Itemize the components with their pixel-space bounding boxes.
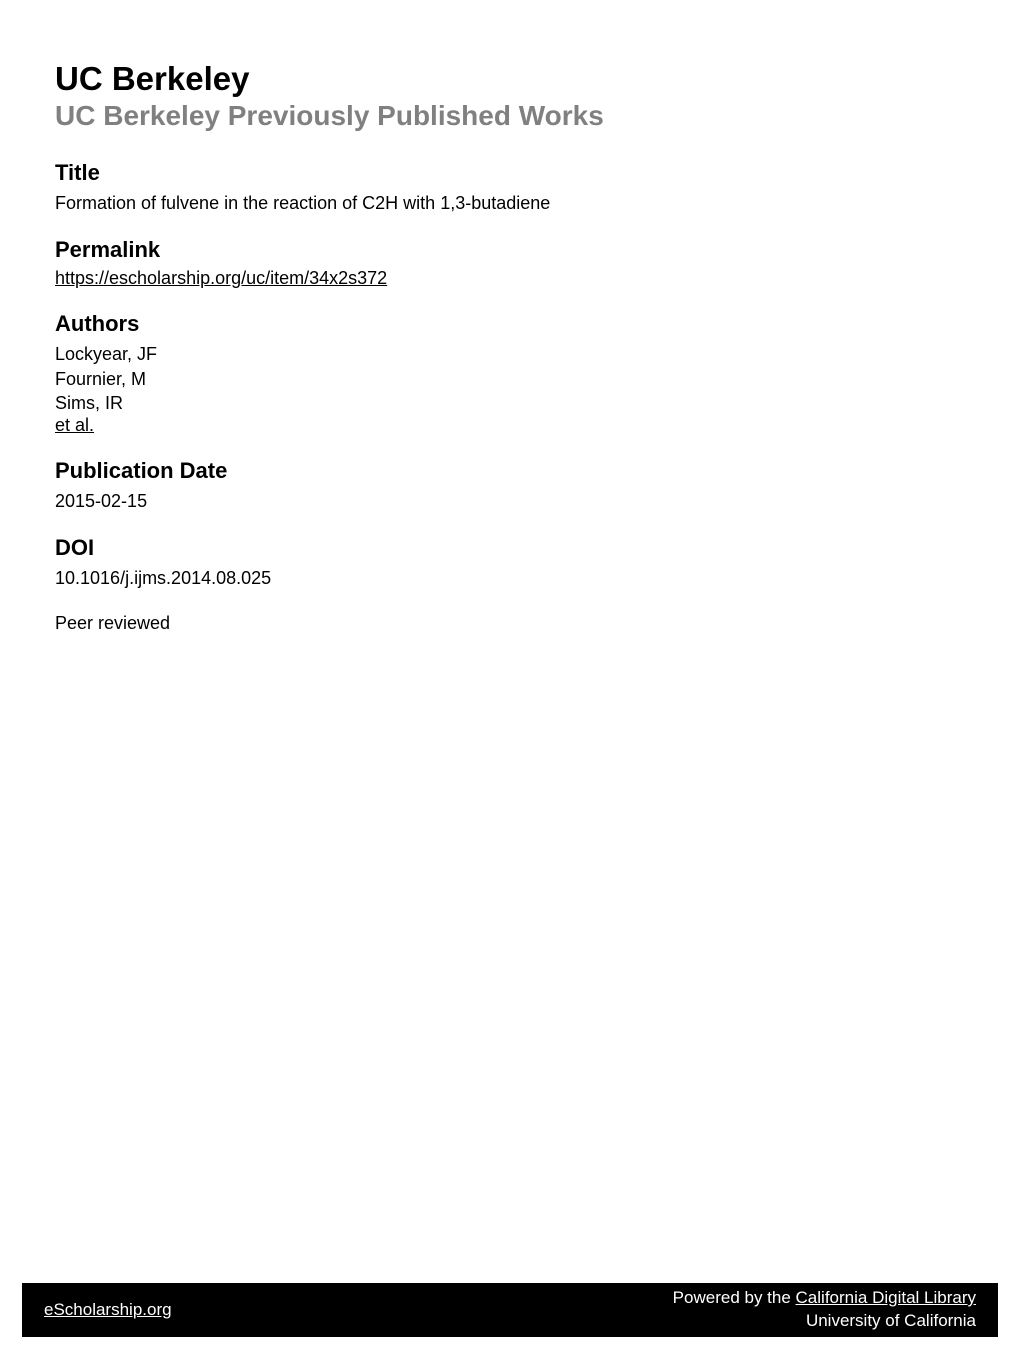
authors-section: Authors Lockyear, JF Fournier, M Sims, I…	[55, 311, 965, 436]
cdl-link[interactable]: California Digital Library	[796, 1288, 976, 1307]
author-2: Sims, IR	[55, 391, 965, 415]
publication-date-heading: Publication Date	[55, 458, 965, 484]
institution-name: UC Berkeley	[55, 60, 965, 98]
permalink-link[interactable]: https://escholarship.org/uc/item/34x2s37…	[55, 268, 387, 288]
page-footer: eScholarship.org Powered by the Californ…	[22, 1283, 998, 1337]
repository-subtitle: UC Berkeley Previously Published Works	[55, 100, 965, 132]
page-content: UC Berkeley UC Berkeley Previously Publi…	[0, 0, 1020, 634]
doi-heading: DOI	[55, 535, 965, 561]
doi-section: DOI 10.1016/j.ijms.2014.08.025	[55, 535, 965, 590]
doi-text: 10.1016/j.ijms.2014.08.025	[55, 566, 965, 590]
et-al-link[interactable]: et al.	[55, 415, 94, 435]
author-0: Lockyear, JF	[55, 342, 965, 366]
publication-date-section: Publication Date 2015-02-15	[55, 458, 965, 513]
publication-date-text: 2015-02-15	[55, 489, 965, 513]
title-section: Title Formation of fulvene in the reacti…	[55, 160, 965, 215]
title-text: Formation of fulvene in the reaction of …	[55, 191, 965, 215]
peer-reviewed-label: Peer reviewed	[55, 613, 965, 634]
permalink-heading: Permalink	[55, 237, 965, 263]
authors-heading: Authors	[55, 311, 965, 337]
footer-attribution: Powered by the California Digital Librar…	[673, 1287, 976, 1333]
university-label: University of California	[673, 1310, 976, 1333]
powered-by-prefix: Powered by the	[673, 1288, 796, 1307]
escholarship-link[interactable]: eScholarship.org	[44, 1300, 172, 1320]
permalink-section: Permalink https://escholarship.org/uc/it…	[55, 237, 965, 289]
author-1: Fournier, M	[55, 367, 965, 391]
title-heading: Title	[55, 160, 965, 186]
